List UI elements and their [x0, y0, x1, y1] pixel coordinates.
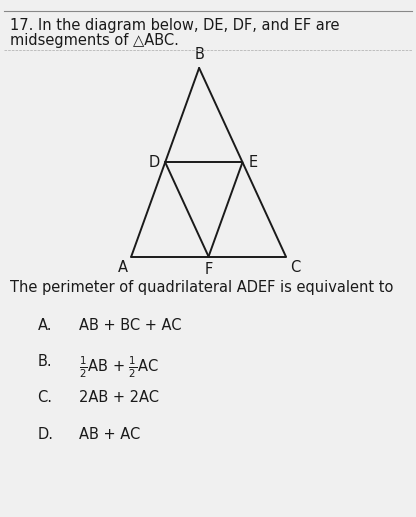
Text: B.: B. — [37, 354, 52, 369]
Text: 17. In the diagram below, DE, DF, and EF are: 17. In the diagram below, DE, DF, and EF… — [10, 18, 340, 33]
Text: C.: C. — [37, 390, 52, 405]
Text: AB + BC + AC: AB + BC + AC — [79, 318, 181, 333]
Text: F: F — [204, 262, 213, 277]
Text: A.: A. — [37, 318, 52, 333]
Text: midsegments of △ABC.: midsegments of △ABC. — [10, 33, 179, 48]
Text: C: C — [290, 261, 300, 276]
Text: D: D — [148, 155, 159, 170]
Text: 2AB + 2AC: 2AB + 2AC — [79, 390, 159, 405]
Text: AB + AC: AB + AC — [79, 427, 140, 442]
Text: $\mathregular{\frac{1}{2}}$AB + $\mathregular{\frac{1}{2}}$AC: $\mathregular{\frac{1}{2}}$AB + $\mathre… — [79, 354, 159, 379]
Text: D.: D. — [37, 427, 53, 442]
Text: The perimeter of quadrilateral ADEF is equivalent to: The perimeter of quadrilateral ADEF is e… — [10, 280, 394, 295]
Text: E: E — [248, 155, 257, 170]
Text: B: B — [194, 48, 204, 63]
Text: A: A — [117, 261, 127, 276]
